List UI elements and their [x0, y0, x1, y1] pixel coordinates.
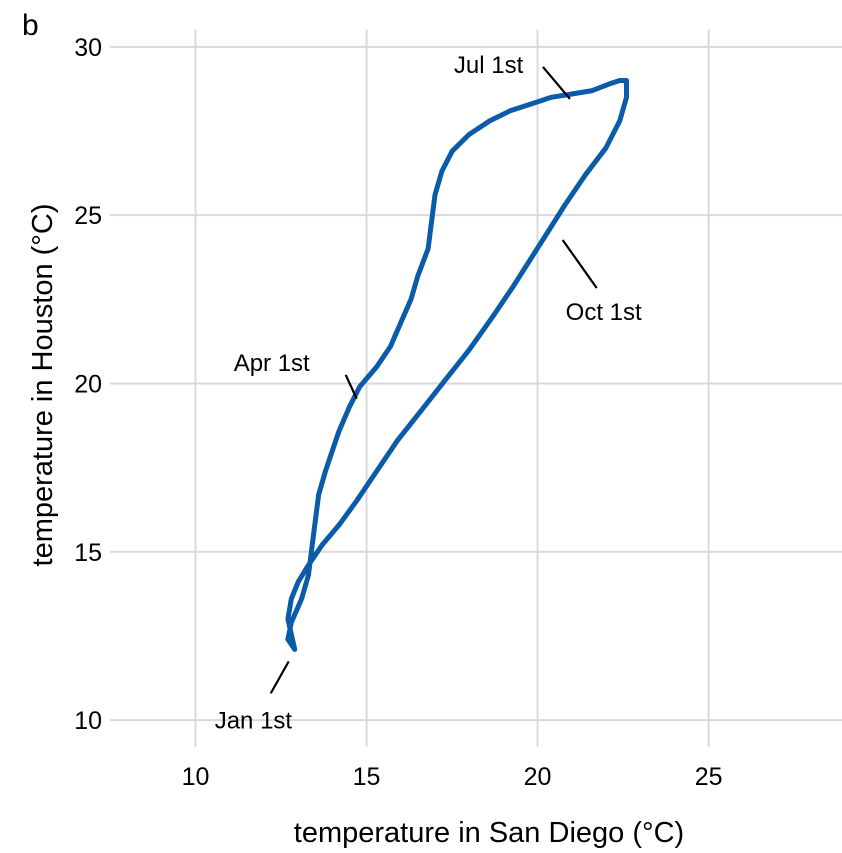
- x-tick-label: 10: [182, 763, 210, 791]
- annotation-label: Jan 1st: [215, 707, 293, 734]
- y-axis-title: temperature in Houston (°C): [27, 204, 59, 567]
- x-gridlines: [194, 30, 710, 747]
- y-tick-labels: 10 15 20 25 30: [74, 34, 102, 735]
- y-tick-label: 30: [74, 34, 102, 62]
- y-tick-label: 25: [74, 202, 102, 230]
- temperature-loop-line: [285, 78, 629, 652]
- annotation-leader: [561, 239, 598, 289]
- annotation-leader: [542, 66, 571, 100]
- y-tick-label: 10: [74, 707, 102, 735]
- x-tick-labels: 10 15 20 25: [182, 763, 723, 791]
- date-annotations: Jan 1st Apr 1st Jul 1st Oct 1st: [215, 52, 642, 734]
- x-tick-label: 20: [524, 763, 552, 791]
- y-tick-label: 20: [74, 370, 102, 398]
- annotation-label: Apr 1st: [234, 350, 310, 377]
- annotation-leader: [269, 660, 290, 694]
- x-tick-label: 25: [695, 763, 723, 791]
- y-tick-label: 15: [74, 539, 102, 567]
- y-gridlines: [110, 45, 842, 722]
- annotation-leader: [344, 374, 358, 400]
- annotation-label: Jul 1st: [454, 52, 524, 79]
- x-axis-title: temperature in San Diego (°C): [294, 817, 684, 849]
- panel-label: b: [22, 9, 39, 42]
- annotation-label: Oct 1st: [566, 299, 642, 326]
- x-tick-label: 15: [353, 763, 381, 791]
